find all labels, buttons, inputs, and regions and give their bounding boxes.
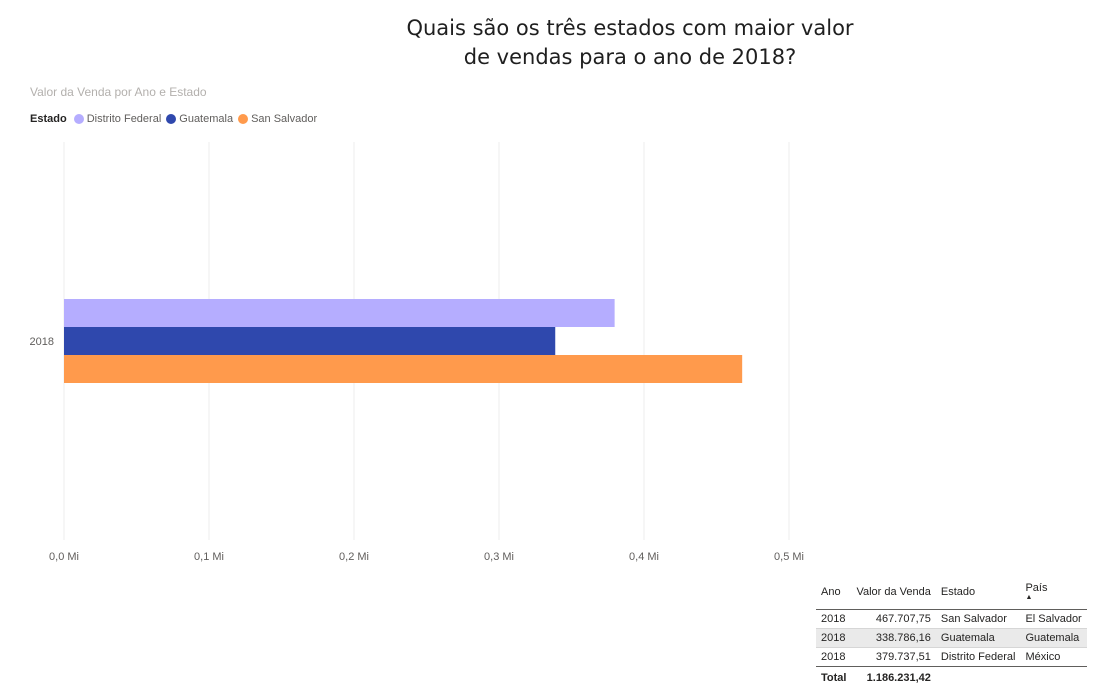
- cell-estado: San Salvador: [936, 610, 1021, 629]
- sales-table: Ano Valor da Venda Estado País ▲ 2018 46…: [816, 578, 1087, 689]
- cell-ano: 2018: [816, 629, 851, 648]
- x-tick-label: 0,4 Mi: [629, 551, 659, 563]
- bar-san-salvador[interactable]: [64, 355, 742, 383]
- cell-pais: El Salvador: [1020, 610, 1086, 629]
- bar-distrito-federal[interactable]: [64, 299, 615, 327]
- x-tick-label: 0,0 Mi: [49, 551, 79, 563]
- x-tick-label: 0,2 Mi: [339, 551, 369, 563]
- x-tick-label: 0,5 Mi: [774, 551, 804, 563]
- x-tick-label: 0,1 Mi: [194, 551, 224, 563]
- table-row[interactable]: 2018 467.707,75 San Salvador El Salvador: [816, 610, 1087, 629]
- table-row[interactable]: 2018 338.786,16 Guatemala Guatemala: [816, 629, 1087, 648]
- cell-pais: México: [1020, 648, 1086, 667]
- bar-guatemala[interactable]: [64, 327, 555, 355]
- sort-ascending-icon: ▲: [1025, 595, 1081, 601]
- cell-estado: Guatemala: [936, 629, 1021, 648]
- column-header-pais-label: País: [1025, 582, 1047, 594]
- x-tick-label: 0,3 Mi: [484, 551, 514, 563]
- cell-ano: 2018: [816, 648, 851, 667]
- y-tick-label: 2018: [30, 336, 54, 348]
- column-header-estado[interactable]: Estado: [936, 578, 1021, 610]
- cell-pais: Guatemala: [1020, 629, 1086, 648]
- table-row[interactable]: 2018 379.737,51 Distrito Federal México: [816, 648, 1087, 667]
- cell-estado: Distrito Federal: [936, 648, 1021, 667]
- bar-chart: 0,0 Mi 0,1 Mi 0,2 Mi 0,3 Mi 0,4 Mi 0,5 Mi 2018: [0, 0, 820, 570]
- cell-ano: 2018: [816, 610, 851, 629]
- column-header-ano[interactable]: Ano: [816, 578, 851, 610]
- column-header-pais[interactable]: País ▲: [1020, 578, 1086, 610]
- cell-valor: 467.707,75: [851, 610, 935, 629]
- table-header-row: Ano Valor da Venda Estado País ▲: [816, 578, 1087, 610]
- cell-valor: 338.786,16: [851, 629, 935, 648]
- column-header-valor[interactable]: Valor da Venda: [851, 578, 935, 610]
- cell-valor: 379.737,51: [851, 648, 935, 667]
